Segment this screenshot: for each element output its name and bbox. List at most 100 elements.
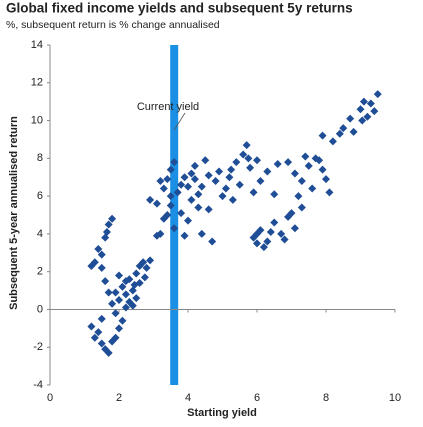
point — [180, 173, 189, 182]
point — [253, 229, 261, 238]
point — [130, 280, 139, 289]
point — [239, 150, 248, 159]
point — [349, 127, 358, 136]
y-tick-label: 12 — [31, 77, 43, 89]
point — [356, 105, 365, 114]
x-tick-label: 6 — [254, 392, 260, 404]
point — [263, 237, 272, 246]
point — [159, 184, 168, 193]
point — [139, 258, 148, 267]
point — [297, 177, 306, 185]
point — [101, 277, 110, 286]
point — [177, 180, 186, 189]
point — [156, 177, 165, 185]
point — [280, 235, 289, 244]
point — [228, 195, 237, 204]
point — [190, 175, 199, 184]
point — [121, 303, 130, 312]
point — [146, 195, 155, 204]
point — [358, 116, 367, 125]
point — [108, 299, 117, 308]
point — [115, 271, 123, 280]
x-axis-label: Starting yield — [187, 407, 257, 419]
point — [140, 273, 149, 282]
point — [304, 161, 313, 170]
y-tick-label: 8 — [37, 152, 43, 164]
point — [111, 288, 120, 297]
point — [184, 216, 192, 225]
point — [180, 231, 189, 240]
point — [194, 190, 203, 199]
point — [270, 218, 279, 227]
point — [339, 124, 348, 133]
y-axis-label: Subsequent 5-year annualised return — [8, 116, 20, 310]
point — [115, 296, 123, 304]
chart-title: Global fixed income yields and subsequen… — [6, 1, 353, 16]
point — [163, 211, 172, 219]
point — [315, 156, 324, 165]
point — [104, 220, 113, 229]
point — [244, 154, 253, 163]
y-tick-label: 0 — [37, 303, 43, 315]
point — [366, 99, 375, 108]
x-tick-label: 10 — [389, 392, 401, 404]
point — [152, 231, 161, 240]
point — [301, 152, 310, 161]
point — [328, 137, 337, 146]
point — [102, 228, 111, 236]
point — [166, 192, 175, 201]
point — [266, 228, 275, 236]
point — [108, 337, 117, 346]
point — [121, 277, 130, 286]
point — [166, 165, 175, 174]
point — [287, 209, 296, 218]
point — [97, 250, 106, 259]
point — [187, 195, 196, 204]
point — [152, 199, 161, 208]
y-tick-label: 2 — [37, 266, 43, 278]
point — [94, 245, 103, 253]
point — [115, 324, 123, 333]
point — [142, 263, 151, 272]
point — [294, 192, 303, 201]
point — [221, 184, 230, 193]
point — [177, 209, 186, 218]
point — [263, 167, 272, 176]
y-tick-label: 4 — [37, 228, 43, 240]
point — [335, 129, 344, 138]
point — [225, 173, 234, 182]
point — [318, 131, 327, 140]
point — [118, 316, 127, 325]
point — [308, 184, 317, 193]
point — [125, 275, 134, 284]
point — [184, 182, 192, 191]
point — [290, 169, 299, 178]
point — [346, 114, 355, 123]
x-tick-label: 4 — [185, 392, 191, 404]
point — [132, 294, 141, 303]
point — [94, 328, 103, 337]
point — [297, 203, 306, 212]
point — [197, 182, 206, 191]
point — [325, 188, 334, 197]
point — [190, 161, 199, 170]
point — [197, 229, 206, 238]
point — [163, 175, 172, 184]
point — [218, 192, 227, 201]
point — [232, 158, 241, 167]
point — [318, 165, 327, 174]
point — [201, 156, 210, 165]
point — [87, 262, 96, 270]
current-yield-band — [170, 45, 179, 385]
point — [121, 290, 130, 299]
point — [359, 97, 368, 106]
point — [132, 269, 141, 278]
point — [187, 169, 196, 178]
point — [90, 333, 99, 342]
point — [111, 309, 120, 318]
point — [194, 203, 203, 212]
point — [370, 107, 379, 116]
point — [277, 229, 286, 238]
